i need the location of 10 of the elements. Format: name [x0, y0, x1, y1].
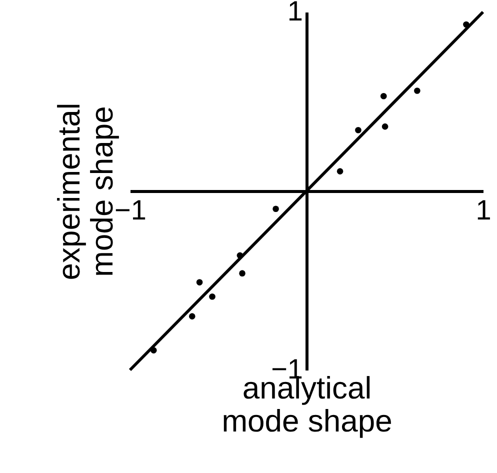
point [355, 126, 362, 134]
point [239, 270, 246, 276]
point [380, 92, 387, 100]
point [188, 313, 196, 320]
point [336, 168, 344, 174]
point [382, 123, 388, 130]
point [209, 293, 216, 300]
point [414, 88, 420, 94]
point [196, 279, 203, 286]
point [272, 206, 279, 212]
